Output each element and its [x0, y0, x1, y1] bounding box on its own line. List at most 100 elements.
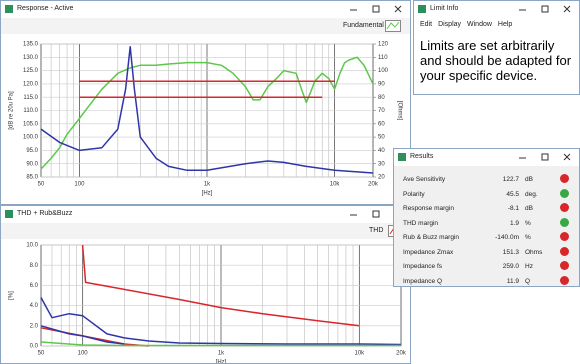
result-label: Impedance fs	[403, 263, 443, 270]
status-indicator	[560, 174, 569, 183]
menu-item[interactable]: Help	[497, 21, 513, 28]
x-axis-label: [Hz]	[216, 360, 227, 363]
result-label: Impedance Zmax	[403, 248, 454, 256]
series-line	[40, 341, 401, 347]
y-tick-label: 110.0	[23, 108, 38, 114]
result-label: Response margin	[403, 205, 454, 212]
y-tick-label: 115.0	[23, 95, 38, 101]
y-tick-label: 130.0	[23, 55, 39, 61]
x-tick-label: 10k	[330, 182, 341, 188]
result-label: Polarity	[403, 190, 425, 198]
result-unit: %	[525, 219, 531, 227]
status-indicator	[560, 188, 569, 198]
y2-axis-label: [Ohms]	[396, 101, 402, 121]
result-value: 11.9	[506, 277, 519, 285]
title-bar: THD + Rub&Buzz	[1, 206, 410, 223]
result-unit: Q	[525, 277, 531, 285]
app-icon	[418, 5, 426, 13]
result-row: THD margin 1.9%	[394, 215, 579, 231]
title-bar: Response - Active	[1, 1, 410, 18]
result-row: Response margin -8.1 dB	[394, 200, 579, 216]
y-tick-label: 135.0	[23, 42, 39, 48]
result-label: Ave Sensitivity	[403, 176, 446, 183]
x-tick-label: 100	[78, 351, 89, 357]
menu-item[interactable]: Display	[438, 21, 462, 28]
x-tick-label: 20k	[396, 351, 407, 357]
series-line	[40, 56, 374, 170]
menu-item[interactable]: Window	[467, 21, 492, 28]
y2-tick-label: 30	[378, 161, 385, 167]
result-value: 122.7	[502, 176, 519, 183]
y2-tick-label: 80	[378, 95, 385, 101]
x-axis-label: [Hz]	[202, 191, 213, 197]
limit-note: Limits are set arbitrarily and should be…	[414, 32, 579, 94]
toolbar: THD	[1, 223, 410, 239]
y2-tick-label: 40	[378, 148, 385, 154]
toolbar-icon[interactable]	[385, 20, 401, 32]
result-row: Polarity 45.5 deg.	[394, 186, 579, 202]
title-bar: Results	[394, 149, 579, 166]
x-tick-label: 10k	[355, 351, 366, 357]
y-tick-label: 10.0	[26, 243, 38, 249]
result-value: -140.0m	[495, 234, 519, 241]
result-unit: Hz	[525, 263, 533, 270]
y-tick-label: 105.0	[23, 121, 39, 127]
limit-info-window[interactable]: Limit Info Edit Display Window Help Limits …	[413, 0, 580, 95]
result-value: 1.9	[509, 219, 519, 227]
app-icon	[5, 210, 13, 218]
menu-item[interactable]: Edit	[420, 21, 433, 28]
app-icon	[5, 5, 13, 13]
result-value: 259.0	[502, 263, 519, 270]
status-indicator	[560, 232, 569, 241]
y-tick-label: 85.0	[26, 175, 38, 181]
toolbar: Fundamental	[1, 18, 410, 34]
y2-tick-label: 90	[378, 81, 385, 87]
status-indicator	[560, 217, 569, 227]
result-row: Ave Sensitivity 122.7 dB	[394, 171, 579, 187]
y-tick-label: 8.0	[30, 263, 39, 269]
window-title: Limit Info	[430, 5, 459, 12]
window-controls[interactable]	[515, 152, 575, 162]
window-controls[interactable]	[515, 4, 575, 14]
y2-tick-label: 120	[378, 42, 389, 48]
response-window[interactable]: Response - Active Fundamental 50 100 1k 10k…	[0, 0, 411, 205]
y-tick-label: 2.0	[30, 323, 39, 329]
result-label: Impedance Q	[403, 277, 443, 285]
x-tick-label: 50	[38, 182, 45, 188]
toolbar-label[interactable]: THD	[369, 227, 384, 234]
title-bar: Limit Info	[414, 1, 579, 18]
x-tick-label: 20k	[368, 182, 379, 188]
thd-chart: 50 100 1k 10k 20k 10.0 8.0 6.0 4.0 2.0 0.0 [Hz] [%]	[9, 243, 407, 363]
y2-tick-label: 60	[378, 121, 385, 127]
status-indicator	[560, 203, 569, 212]
window-title: Response - Active	[17, 5, 74, 12]
y-tick-label: 120.0	[23, 81, 39, 87]
window-title: THD + Rub&Buzz	[17, 210, 73, 217]
menu-bar: Edit Display Window Help	[414, 18, 579, 32]
y-tick-label: 0.0	[30, 344, 39, 350]
result-row: Impedance Q 11.9 Q	[394, 273, 579, 287]
result-label: Rub & Buzz margin	[403, 234, 459, 241]
y-tick-label: 125.0	[23, 68, 39, 74]
y2-tick-label: 110	[378, 55, 388, 61]
x-tick-label: 100	[74, 182, 85, 188]
window-controls[interactable]	[346, 4, 406, 14]
result-value: -8.1	[507, 205, 519, 212]
status-indicator	[560, 261, 569, 270]
series-line	[81, 244, 360, 327]
results-window[interactable]: Results Ave Sensitivity 122.7 dB Polarity 45…	[393, 148, 580, 287]
thd-window[interactable]: THD + Rub&Buzz THD 50 100 1k 10k 20k 10.0 8.0 6…	[0, 205, 411, 364]
series-line	[40, 45, 374, 174]
y-axis-label: [%]	[9, 291, 15, 300]
y-tick-label: 90.0	[26, 161, 38, 167]
series-line	[40, 297, 402, 346]
status-indicator	[560, 275, 569, 285]
result-value: 45.5	[506, 190, 519, 198]
result-unit: dB	[525, 176, 533, 183]
result-unit: %	[525, 234, 531, 241]
result-unit: deg.	[525, 190, 538, 198]
y-tick-label: 100.0	[23, 135, 39, 141]
window-title: Results	[410, 153, 434, 160]
series-line	[40, 325, 125, 345]
toolbar-label[interactable]: Fundamental	[343, 22, 384, 29]
